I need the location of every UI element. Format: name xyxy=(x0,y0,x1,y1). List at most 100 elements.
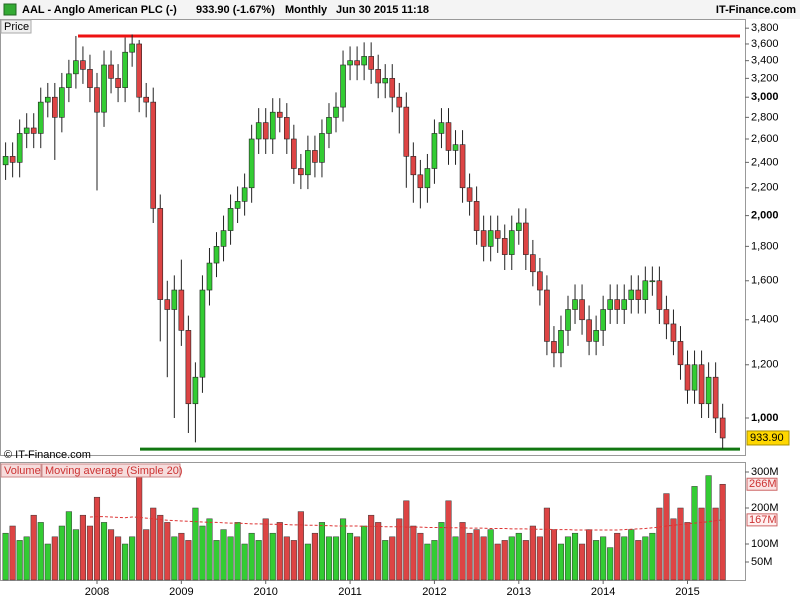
candle-body xyxy=(565,309,571,331)
volume-bar xyxy=(143,529,150,581)
volume-bar xyxy=(93,496,101,581)
y-tick-label: 3,800 xyxy=(751,22,779,34)
y-tick-label: 2,400 xyxy=(751,156,779,168)
volume-bar xyxy=(129,536,136,581)
last-price-label: 933.90 xyxy=(750,432,784,444)
candle-body xyxy=(185,330,192,405)
last-price-box xyxy=(746,430,790,446)
volume-bar xyxy=(234,522,241,581)
candle-body xyxy=(52,96,58,118)
volume-bar xyxy=(557,543,565,581)
x-tick-label: 2015 xyxy=(675,586,699,598)
volume-bar xyxy=(494,543,501,581)
volume-bar xyxy=(438,522,445,581)
volume-bar xyxy=(522,540,529,581)
volume-bar xyxy=(220,529,227,581)
volume-bar xyxy=(579,543,586,581)
candle-body xyxy=(248,138,255,189)
moving-average-line xyxy=(89,516,723,531)
volume-legend: Volume Moving average (Simple 20) xyxy=(0,463,183,478)
candle-body xyxy=(122,51,128,88)
candle-body xyxy=(305,150,311,176)
volume-bar xyxy=(339,518,347,581)
volume-bar xyxy=(213,540,220,581)
y-tick-label: 100M xyxy=(751,538,779,550)
candle-body xyxy=(80,60,86,70)
legend-volume: Volume xyxy=(4,465,41,477)
volume-bar xyxy=(276,522,283,581)
y-tick-label: 3,200 xyxy=(751,72,779,84)
header-price: 933.90 (-1.67%) xyxy=(196,4,275,16)
volume-bar xyxy=(649,532,656,581)
volume-bar xyxy=(410,525,417,581)
volume-bar xyxy=(325,536,333,581)
candle-body xyxy=(677,341,684,366)
candle-body xyxy=(291,138,297,169)
volume-bar xyxy=(248,532,255,581)
candle-body xyxy=(593,330,599,342)
y-tick-label: 1,800 xyxy=(751,240,779,252)
volume-bar xyxy=(480,536,487,581)
volume-bar xyxy=(164,522,171,581)
candle-body xyxy=(670,323,677,342)
candle-body xyxy=(466,187,473,202)
y-tick-label: 300M xyxy=(751,466,779,478)
candle-body xyxy=(2,156,9,166)
header-icon xyxy=(3,3,17,16)
candle-body xyxy=(269,111,276,140)
candle-body xyxy=(178,289,185,331)
candle-body xyxy=(108,64,114,79)
volume-bar xyxy=(199,525,206,581)
price-axis-title: Price xyxy=(4,21,29,33)
candle-body xyxy=(628,289,635,300)
volume-bar xyxy=(684,522,691,581)
volume-bar xyxy=(332,536,340,581)
candle-body xyxy=(530,254,536,273)
candle-body xyxy=(30,127,37,134)
volume-bar xyxy=(297,511,304,581)
candle-body xyxy=(150,101,157,209)
volume-bar xyxy=(635,540,642,581)
header-timestamp: Jun 30 2015 11:18 xyxy=(336,4,429,16)
candle-body xyxy=(614,299,621,310)
candle-body xyxy=(635,289,642,300)
last-volume-box xyxy=(746,477,778,491)
x-tick-label: 2012 xyxy=(422,586,446,598)
candle-body xyxy=(262,122,269,140)
volume-bar xyxy=(719,483,726,581)
y-tick-label: 1,000 xyxy=(751,412,779,424)
volume-bar xyxy=(16,540,23,581)
volume-bar xyxy=(473,529,480,581)
candle-body xyxy=(382,78,389,84)
candle-body xyxy=(319,133,325,163)
volume-bar xyxy=(529,525,536,581)
volume-bar xyxy=(389,536,396,581)
y-tick-label: 2,600 xyxy=(751,133,779,145)
volume-bar xyxy=(698,507,705,581)
header-title: AAL - Anglo American PLC (-) xyxy=(22,4,177,16)
volume-bar xyxy=(621,536,628,581)
volume-bar xyxy=(115,536,122,581)
volume-bar xyxy=(157,514,164,581)
candle-body xyxy=(537,271,543,291)
volume-bar xyxy=(262,518,269,581)
x-tick-label: 2008 xyxy=(85,586,109,598)
candle-body xyxy=(368,56,374,70)
volume-bar xyxy=(550,529,557,581)
volume-bar xyxy=(100,522,108,581)
x-tick-label: 2009 xyxy=(169,586,193,598)
volume-bar xyxy=(670,518,677,581)
volume-bar xyxy=(501,540,508,581)
volume-bar xyxy=(424,543,431,581)
volume-bar xyxy=(459,522,466,581)
volume-bar xyxy=(403,500,410,581)
volume-bar xyxy=(192,507,199,581)
candle-body xyxy=(129,43,135,53)
candle-body xyxy=(354,60,360,66)
volume-bar xyxy=(65,511,72,581)
volume-bar xyxy=(227,536,234,581)
volume-bar xyxy=(108,529,115,581)
candle-body xyxy=(712,376,719,419)
candle-body xyxy=(241,187,248,202)
